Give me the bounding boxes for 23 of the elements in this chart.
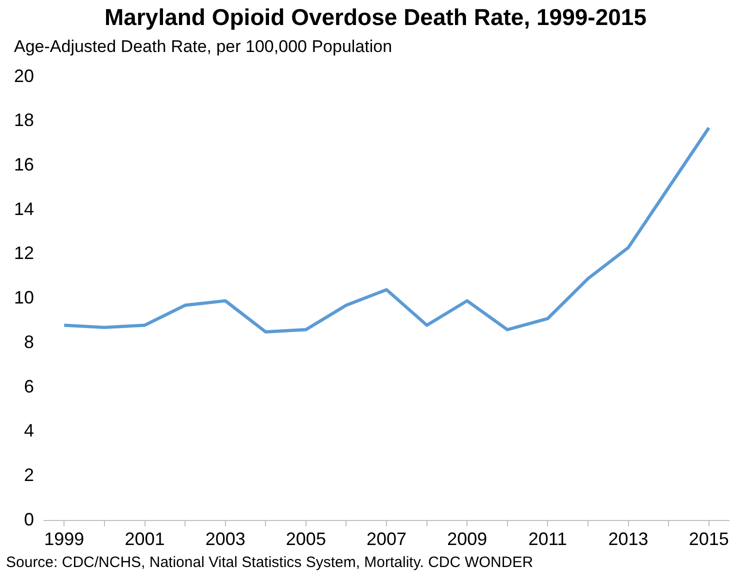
y-tick-label: 8 <box>24 332 34 352</box>
y-tick-label: 6 <box>24 376 34 396</box>
y-tick-label: 12 <box>14 243 34 264</box>
x-tick-label: 2009 <box>447 529 488 550</box>
y-tick-label: 14 <box>14 198 34 219</box>
x-tick-label: 2015 <box>688 529 729 550</box>
y-tick-label: 18 <box>14 110 34 130</box>
y-tick-label: 16 <box>14 154 34 174</box>
x-tick-label: 1999 <box>44 529 84 550</box>
source-note: Source: CDC/NCHS, National Vital Statistics System, Mortality. CDC WONDER <box>6 554 534 571</box>
y-tick-label: 10 <box>14 288 34 308</box>
y-tick-label: 4 <box>24 420 34 441</box>
y-tick-label: 0 <box>24 509 34 530</box>
x-tick-label: 2007 <box>366 529 407 550</box>
chart-title: Maryland Opioid Overdose Death Rate, 1999-2015 <box>104 4 648 31</box>
x-tick-label: 2013 <box>608 529 648 550</box>
y-tick-label: 2 <box>24 465 34 486</box>
y-axis-title: Age-Adjusted Death Rate, per 100,000 Population <box>14 37 392 57</box>
y-tick-label: 20 <box>14 66 34 86</box>
x-tick-label: 2011 <box>528 529 568 550</box>
x-tick-label: 2003 <box>205 529 246 550</box>
x-tick-label: 2001 <box>124 529 165 550</box>
x-tick-label: 2005 <box>286 529 326 550</box>
